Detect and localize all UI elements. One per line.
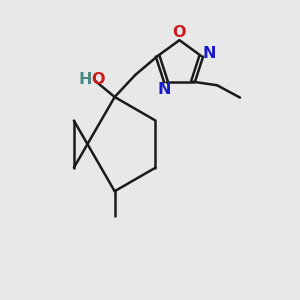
Text: N: N bbox=[203, 46, 216, 61]
Text: H: H bbox=[79, 72, 92, 87]
Text: O: O bbox=[92, 72, 105, 87]
Text: O: O bbox=[173, 25, 186, 40]
Text: N: N bbox=[158, 82, 171, 97]
